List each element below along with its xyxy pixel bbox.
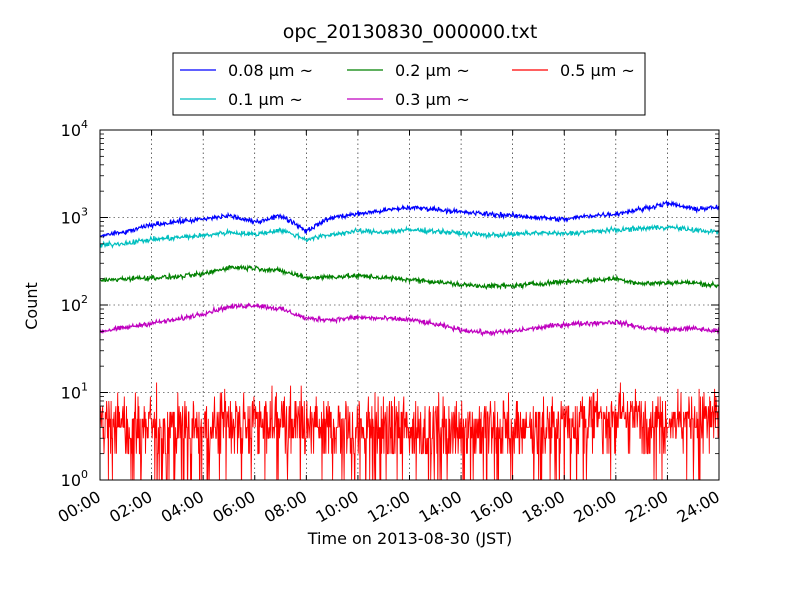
series-line-1 [100,223,719,249]
y-tick-label: 100 [61,468,88,490]
series-line-0 [100,199,719,239]
legend-label: 0.08 μm ~ [228,61,313,80]
y-tick-label: 104 [61,118,88,140]
legend-label: 0.1 μm ~ [228,90,303,109]
y-tick-label: 103 [61,206,88,228]
series-line-2 [100,264,719,291]
y-axis-label: Count [22,282,41,330]
legend-label: 0.2 μm ~ [395,61,470,80]
series-line-0.5um [100,382,719,480]
series-line-3 [100,302,719,337]
chart-title: opc_20130830_000000.txt [283,21,538,43]
series-lines [100,199,719,480]
y-axis-ticks: 100 101 102 103 104 [61,118,719,490]
legend-label: 0.5 μm ~ [560,61,635,80]
legend-label: 0.3 μm ~ [395,90,470,109]
y-tick-label: 102 [61,293,88,315]
legend-box [172,52,646,116]
x-axis-label: Time on 2013-08-30 (JST) [307,529,512,548]
y-tick-label: 101 [61,381,88,403]
legend: 0.08 μm ~ 0.1 μm ~ 0.2 μm ~ 0.3 μm ~ 0.5 μm … [172,52,646,116]
